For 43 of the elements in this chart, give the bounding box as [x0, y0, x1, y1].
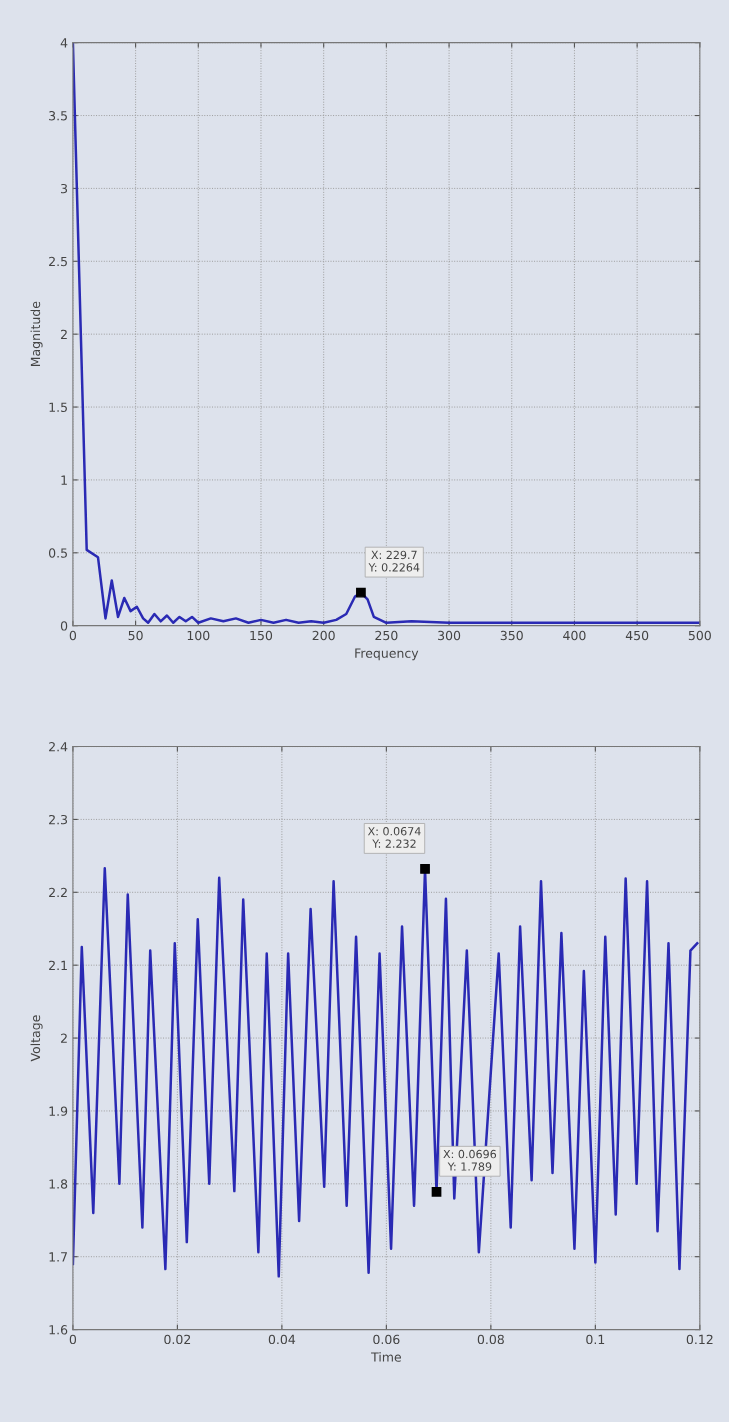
- y-tick-label: 1: [61, 475, 67, 485]
- annotation: X: 0.0674 Y: 2.232: [367, 827, 421, 848]
- x-tick-label: 300: [438, 630, 461, 641]
- y-tick-label: 2: [61, 1033, 67, 1043]
- annotation: X: 229.7 Y: 0.2264: [368, 550, 420, 572]
- y-tick-label: 4: [60, 38, 68, 48]
- x-tick-label: 350: [500, 630, 523, 641]
- x-tick-label: 0.04: [268, 1334, 296, 1345]
- y-tick-label: 2.2: [49, 887, 67, 898]
- x-tick-label: 0.1: [586, 1334, 605, 1345]
- y-tick-label: 1.6: [49, 1325, 68, 1335]
- x-tick-label: 0: [69, 1334, 77, 1345]
- x-tick-label: 450: [625, 630, 649, 641]
- y-tick-label: 2.5: [49, 256, 67, 267]
- x-tick-label: 400: [563, 630, 586, 641]
- x-tick-label: 150: [250, 630, 273, 641]
- y-tick-label: 0.5: [48, 548, 67, 558]
- y-tick-label: 2: [61, 329, 67, 339]
- x-tick-label: 200: [312, 630, 335, 641]
- y-tick-label: 3.5: [49, 111, 67, 121]
- annotation: X: 0.0696 Y: 1.789: [443, 1149, 497, 1171]
- x-tick-label: 0.12: [686, 1334, 713, 1345]
- y-tick-label: 0: [60, 621, 68, 631]
- x-tick-label: 50: [128, 630, 143, 641]
- x-tick-label: 100: [187, 630, 210, 641]
- y-tick-label: 1.8: [49, 1179, 68, 1189]
- y-tick-label: 1.9: [49, 1106, 68, 1116]
- x-tick-label: 0.06: [373, 1334, 400, 1345]
- x-tick-label: 500: [688, 630, 711, 641]
- x-tick-label: 0.02: [164, 1334, 191, 1345]
- x-tick-label: 0: [69, 630, 77, 641]
- y-tick-label: 1.5: [49, 402, 67, 412]
- y-axis-title: Magnitude: [30, 301, 43, 367]
- y-tick-label: 3: [61, 183, 68, 194]
- x-axis-title: Frequency: [355, 648, 419, 661]
- y-tick-label: 2.1: [49, 960, 67, 970]
- x-tick-label: 250: [375, 630, 398, 641]
- x-axis-title: Time: [371, 1352, 401, 1362]
- y-axis-title: Voltage: [30, 1015, 43, 1062]
- x-tick-label: 0.08: [477, 1334, 504, 1345]
- y-tick-label: 1.7: [49, 1252, 67, 1262]
- y-tick-label: 2.3: [49, 814, 68, 825]
- y-tick-label: 2.4: [49, 742, 68, 752]
